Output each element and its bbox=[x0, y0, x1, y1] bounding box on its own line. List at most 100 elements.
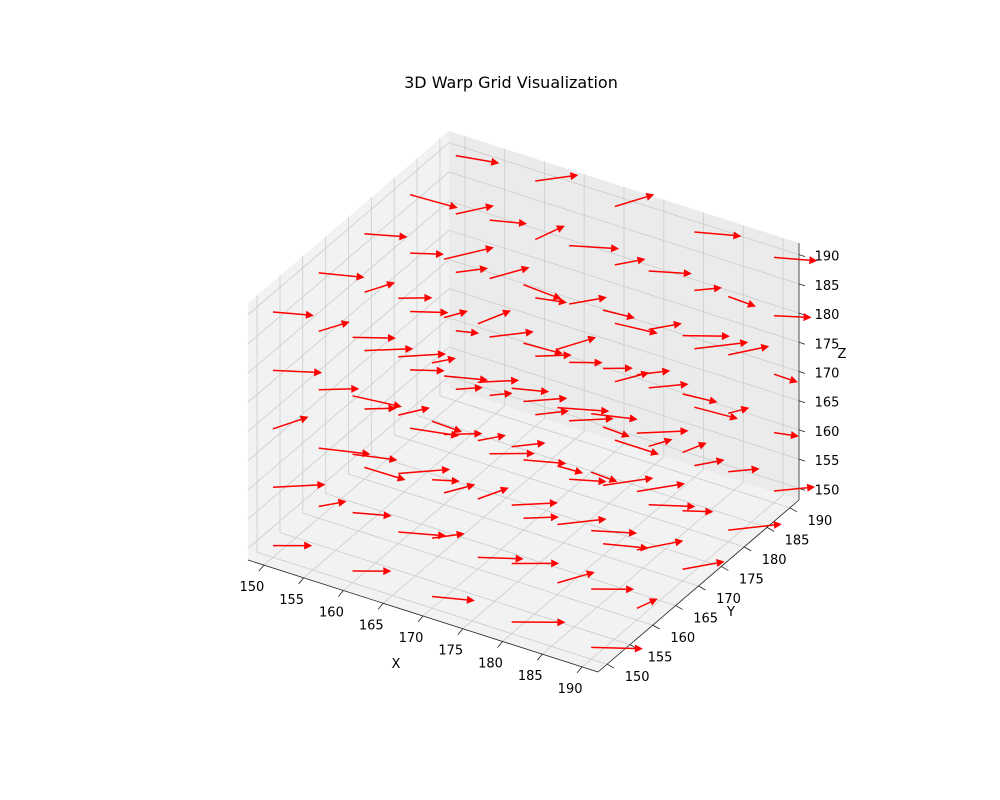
arrow bbox=[410, 250, 444, 258]
arrow bbox=[534, 225, 565, 241]
z-tick-label: 165 bbox=[815, 396, 840, 411]
y-tick bbox=[606, 663, 615, 669]
x-tick-label: 185 bbox=[518, 669, 543, 684]
arrow bbox=[318, 272, 365, 281]
arrow bbox=[511, 618, 566, 627]
arrow bbox=[535, 172, 579, 182]
y-grid-line bbox=[325, 236, 676, 606]
arrow bbox=[455, 384, 483, 392]
z-grid-line bbox=[247, 171, 800, 345]
arrow bbox=[557, 335, 597, 350]
arrow bbox=[557, 465, 584, 475]
arrow bbox=[489, 265, 530, 280]
arrow bbox=[773, 483, 816, 492]
arrow bbox=[477, 486, 509, 500]
arrow bbox=[648, 320, 682, 331]
arrow bbox=[557, 406, 610, 415]
z-tick bbox=[798, 341, 806, 345]
arrow bbox=[318, 498, 347, 508]
arrow bbox=[352, 511, 392, 520]
x-tick bbox=[417, 615, 424, 623]
arrow bbox=[648, 437, 673, 448]
y-grid-line bbox=[348, 217, 699, 587]
z-tick-label: 190 bbox=[815, 250, 840, 265]
arrow bbox=[682, 559, 725, 570]
arrow bbox=[636, 427, 689, 436]
y-grid-line bbox=[416, 158, 768, 528]
x-tick bbox=[576, 666, 583, 674]
arrow bbox=[511, 439, 546, 448]
x-tick bbox=[457, 628, 464, 635]
arrow bbox=[410, 308, 449, 317]
y-tick-label: 170 bbox=[716, 592, 741, 607]
y-tick bbox=[652, 624, 661, 630]
arrow bbox=[409, 193, 458, 210]
y-tick-label: 165 bbox=[693, 612, 718, 627]
arrow bbox=[557, 515, 607, 526]
arrow bbox=[648, 380, 689, 389]
z-tick-label: 170 bbox=[815, 367, 840, 382]
arrow bbox=[272, 481, 326, 489]
arrow bbox=[443, 245, 494, 260]
arrow bbox=[352, 395, 402, 409]
arrow bbox=[773, 373, 798, 384]
arrow bbox=[682, 332, 730, 341]
x-tick-label: 160 bbox=[319, 606, 344, 621]
arrow bbox=[694, 339, 749, 350]
x-axis-label: X bbox=[392, 657, 401, 672]
arrow bbox=[523, 394, 568, 403]
arrow bbox=[477, 376, 520, 385]
arrow bbox=[431, 355, 456, 364]
x-grid-line bbox=[382, 174, 585, 604]
arrow bbox=[432, 595, 475, 604]
y-tick-label: 150 bbox=[625, 670, 650, 685]
y-grid-line bbox=[393, 177, 745, 548]
x-tick bbox=[298, 577, 304, 585]
z-grid-line bbox=[247, 229, 800, 403]
z-axis-label: Z bbox=[838, 347, 847, 362]
arrow bbox=[614, 256, 646, 266]
grid-lines bbox=[247, 136, 800, 668]
y-grid-line bbox=[302, 256, 653, 626]
arrow bbox=[569, 244, 620, 253]
arrow bbox=[455, 328, 480, 337]
y-grid-line bbox=[439, 138, 791, 509]
arrow bbox=[431, 420, 463, 434]
arrow bbox=[694, 457, 725, 467]
x-grid-line bbox=[263, 136, 466, 566]
z-tick bbox=[798, 458, 806, 462]
z-tick bbox=[798, 283, 806, 287]
arrow bbox=[636, 481, 685, 493]
y-tick bbox=[698, 585, 706, 591]
z-tick-label: 185 bbox=[815, 279, 840, 294]
arrow bbox=[364, 404, 397, 413]
arrow bbox=[682, 507, 714, 516]
z-grid-line bbox=[247, 200, 800, 374]
arrow bbox=[364, 232, 408, 241]
z-grid-line bbox=[247, 288, 800, 462]
arrow bbox=[477, 432, 506, 442]
x-tick-label: 165 bbox=[359, 618, 384, 633]
z-tick bbox=[798, 254, 806, 258]
arrow bbox=[590, 471, 618, 483]
arrow bbox=[728, 521, 782, 531]
x-grid-line bbox=[581, 237, 784, 668]
y-tick bbox=[675, 605, 683, 610]
x-grid-line bbox=[542, 225, 744, 655]
arrow bbox=[511, 387, 550, 396]
arrow bbox=[443, 482, 476, 494]
y-tick bbox=[743, 546, 752, 552]
x-tick bbox=[338, 590, 344, 597]
arrow bbox=[477, 554, 524, 563]
arrow bbox=[489, 328, 534, 338]
arrow bbox=[272, 310, 314, 319]
arrow bbox=[431, 530, 465, 539]
arrow bbox=[728, 343, 770, 356]
x-tick-label: 180 bbox=[478, 656, 503, 671]
arrow bbox=[318, 320, 350, 333]
arrow bbox=[591, 413, 638, 423]
arrow-field bbox=[272, 154, 818, 653]
y-tick-label: 180 bbox=[762, 553, 787, 568]
x-tick-label: 175 bbox=[438, 644, 463, 659]
x-tick-label: 190 bbox=[558, 682, 583, 697]
